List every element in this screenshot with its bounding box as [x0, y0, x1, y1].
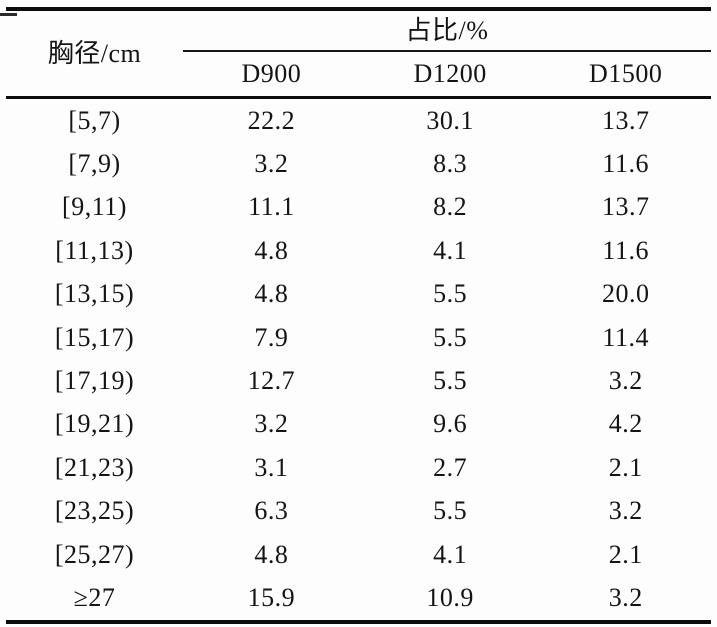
d1200-value-cell: 2.7 [433, 452, 468, 482]
d1500-value-cell: 11.6 [602, 235, 649, 265]
table-row: [11,13) 4.8 4.1 11.6 [6, 229, 711, 272]
d900-value-cell: 15.9 [247, 582, 296, 612]
d1500-value-cell: 13.7 [601, 192, 650, 222]
d900-value-cell: 3.2 [254, 409, 289, 439]
dbh-range-cell: [11,13) [55, 235, 134, 265]
table-row: [7,9) 3.2 8.3 11.6 [6, 142, 711, 185]
dbh-range-cell: [13,15) [54, 279, 135, 309]
percentage-span-header: 占比/% [182, 9, 711, 52]
dbh-row-header: 胸径/cm [6, 9, 183, 99]
column-header-d900: D900 [182, 51, 360, 99]
d1200-value-cell: 5.5 [433, 366, 468, 396]
d1200-value-cell: 9.6 [433, 409, 468, 439]
column-header-d1500: D1500 [540, 51, 711, 99]
d1200-value-cell: 5.5 [433, 279, 468, 309]
table-row: [19,21) 3.2 9.6 4.2 [6, 403, 711, 446]
d1200-value-cell: 4.1 [433, 539, 468, 569]
dbh-range-cell: ≥27 [73, 582, 116, 612]
table-row: [25,27) 4.8 4.1 2.1 [6, 533, 711, 576]
table-row: [21,23) 3.1 2.7 2.1 [6, 446, 711, 489]
d1500-value-cell: 3.2 [608, 582, 643, 612]
d1500-value-cell: 11.6 [602, 149, 649, 179]
table-row: ≥27 15.9 10.9 3.2 [6, 576, 711, 621]
d900-value-cell: 11.1 [248, 192, 295, 222]
d900-value-cell: 7.9 [254, 322, 289, 352]
dbh-range-cell: [5,7) [68, 105, 121, 135]
dbh-range-cell: [25,27) [54, 539, 135, 569]
d1200-value-cell: 8.2 [433, 192, 468, 222]
table-row: [17,19) 12.7 5.5 3.2 [6, 359, 711, 402]
d1500-value-cell: 2.1 [608, 452, 643, 482]
table-header: 胸径/cm 占比/% D900 D1200 D1500 [6, 9, 711, 99]
d900-value-cell: 22.2 [247, 105, 296, 135]
d900-value-cell: 12.7 [247, 366, 296, 396]
d1500-value-cell: 3.2 [608, 366, 643, 396]
dbh-range-cell: [7,9) [68, 149, 121, 179]
d900-value-cell: 4.8 [254, 235, 289, 265]
d1500-value-cell: 3.2 [608, 496, 643, 526]
d1500-value-cell: 20.0 [601, 279, 650, 309]
dbh-range-cell: [21,23) [54, 452, 135, 482]
d900-value-cell: 6.3 [254, 496, 289, 526]
d1200-value-cell: 10.9 [426, 582, 474, 612]
dbh-range-cell: [19,21) [54, 409, 135, 439]
dbh-range-cell: [15,17) [54, 322, 135, 352]
table-body: [5,7) 22.2 30.1 13.7 [7,9) 3.2 8.3 11.6 … [6, 98, 711, 622]
dbh-range-cell: [17,19) [54, 366, 135, 396]
table-header-top-row: 胸径/cm 占比/% [6, 9, 711, 99]
dbh-range-cell: [23,25) [54, 496, 135, 526]
dbh-range-cell: [9,11) [62, 192, 127, 222]
table-header-columns-row: D900 D1200 D1500 [6, 51, 711, 99]
d900-value-cell: 4.8 [254, 539, 289, 569]
d1200-value-cell: 5.5 [433, 322, 468, 352]
d1200-value-cell: 4.1 [433, 235, 468, 265]
table-row: [5,7) 22.2 30.1 13.7 [6, 98, 711, 143]
table-row: [13,15) 4.8 5.5 20.0 [6, 273, 711, 316]
d1500-value-cell: 2.1 [608, 539, 643, 569]
d1200-value-cell: 8.3 [433, 149, 468, 179]
table-row: [9,11) 11.1 8.2 13.7 [6, 186, 711, 229]
d900-value-cell: 3.1 [254, 452, 289, 482]
d1200-value-cell: 30.1 [426, 105, 474, 135]
d900-value-cell: 3.2 [254, 149, 289, 179]
d1500-value-cell: 4.2 [608, 409, 643, 439]
dbh-percentage-table: 胸径/cm 占比/% D900 D1200 D1500 [5,7) 22.2 3… [6, 7, 711, 624]
d900-value-cell: 4.8 [254, 279, 289, 309]
table-row: [23,25) 6.3 5.5 3.2 [6, 490, 711, 533]
d1500-value-cell: 11.4 [602, 322, 649, 352]
d1200-value-cell: 5.5 [433, 496, 468, 526]
table-row: [15,17) 7.9 5.5 11.4 [6, 316, 711, 359]
column-header-d1200: D1200 [359, 51, 541, 99]
d1500-value-cell: 13.7 [601, 105, 650, 135]
